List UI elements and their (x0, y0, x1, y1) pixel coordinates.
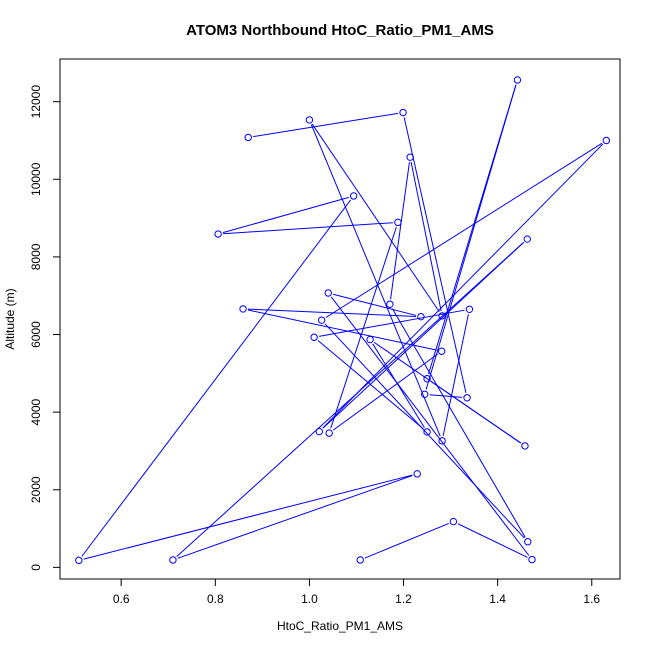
y-tick-label: 2000 (29, 476, 43, 503)
data-point (523, 235, 531, 243)
series-segment (364, 523, 449, 559)
data-point (75, 556, 83, 565)
data-point (406, 153, 414, 161)
x-axis-label: HtoC_Ratio_PM1_AMS (277, 619, 403, 633)
y-tick-label: 10000 (29, 162, 43, 196)
series-segment (317, 340, 424, 430)
data-point (513, 76, 522, 84)
data-point (394, 218, 402, 227)
data-point (423, 428, 431, 436)
series-segment (81, 199, 352, 557)
series-segment (410, 161, 442, 312)
series-segment (247, 309, 437, 351)
series-segment (248, 308, 416, 317)
data-point (366, 335, 374, 344)
data-point (356, 556, 364, 564)
data-point (437, 347, 446, 355)
data-point (438, 437, 446, 445)
data-point (463, 394, 471, 402)
series-segment (332, 353, 438, 431)
series-segment (403, 117, 467, 394)
x-tick-label: 1.2 (395, 592, 412, 606)
y-tick-label: 12000 (29, 85, 43, 119)
x-tick-label: 0.6 (113, 592, 130, 606)
data-point (449, 517, 458, 526)
series-segment (318, 309, 465, 337)
data-point (315, 427, 323, 436)
data-point (349, 192, 358, 200)
x-axis: 0.6 0.8 1.0 1.2 1.4 1.6 (113, 579, 600, 606)
series-segment (430, 381, 522, 444)
data-point (399, 108, 407, 117)
x-tick-label: 1.4 (489, 592, 506, 606)
data-point (317, 316, 326, 324)
plot-frame (59, 58, 621, 580)
x-tick-label: 1.0 (301, 592, 318, 606)
series-segment (324, 323, 525, 539)
data-point (524, 538, 532, 546)
series-segment (83, 474, 413, 560)
data-point (423, 375, 431, 383)
x-tick-label: 0.8 (207, 592, 224, 606)
series-segment (176, 242, 524, 557)
y-tick-label: 6000 (29, 321, 43, 348)
series-segment (222, 196, 349, 234)
y-axis-label: Altitude (m) (3, 288, 17, 349)
data-point (305, 116, 314, 124)
data-point (602, 136, 611, 145)
series-segment (391, 308, 526, 538)
data-point (421, 390, 429, 398)
data-point (465, 305, 474, 313)
data-point (310, 333, 318, 341)
series-segment (390, 162, 410, 300)
series-segment (457, 523, 528, 558)
series-segment (429, 394, 463, 398)
series-segment (332, 293, 417, 316)
data-point (324, 289, 332, 297)
data-point (244, 133, 252, 142)
series-segment (425, 84, 517, 390)
series-segment (322, 143, 604, 429)
y-axis: 0 2000 4000 6000 8000 10000 12000 (29, 85, 60, 571)
data-point (325, 429, 333, 437)
series-segment (330, 296, 530, 556)
series-segment (310, 124, 441, 437)
data-point (239, 305, 247, 313)
data-point (413, 470, 421, 478)
data-point (386, 300, 394, 308)
data-point (169, 556, 177, 564)
series-segment (223, 222, 393, 235)
series-segment (177, 475, 413, 559)
series-segment (372, 343, 425, 428)
series-segment (322, 242, 524, 429)
series-segment (330, 226, 397, 429)
series-points (75, 76, 611, 565)
x-tick-label: 1.6 (583, 592, 600, 606)
series-segment (325, 142, 603, 318)
y-tick-label: 0 (29, 564, 43, 571)
y-tick-label: 8000 (29, 243, 43, 270)
series-segment (442, 314, 469, 437)
data-point (417, 312, 425, 321)
data-point (521, 442, 529, 450)
data-point (438, 312, 446, 320)
chart-title: ATOM3 Northbound HtoC_Ratio_PM1_AMS (186, 22, 494, 39)
series-segment (311, 123, 440, 313)
data-point (528, 555, 536, 564)
data-point (214, 230, 222, 238)
series-segment (253, 112, 399, 138)
y-tick-label: 4000 (29, 398, 43, 425)
series-lines (81, 84, 604, 560)
